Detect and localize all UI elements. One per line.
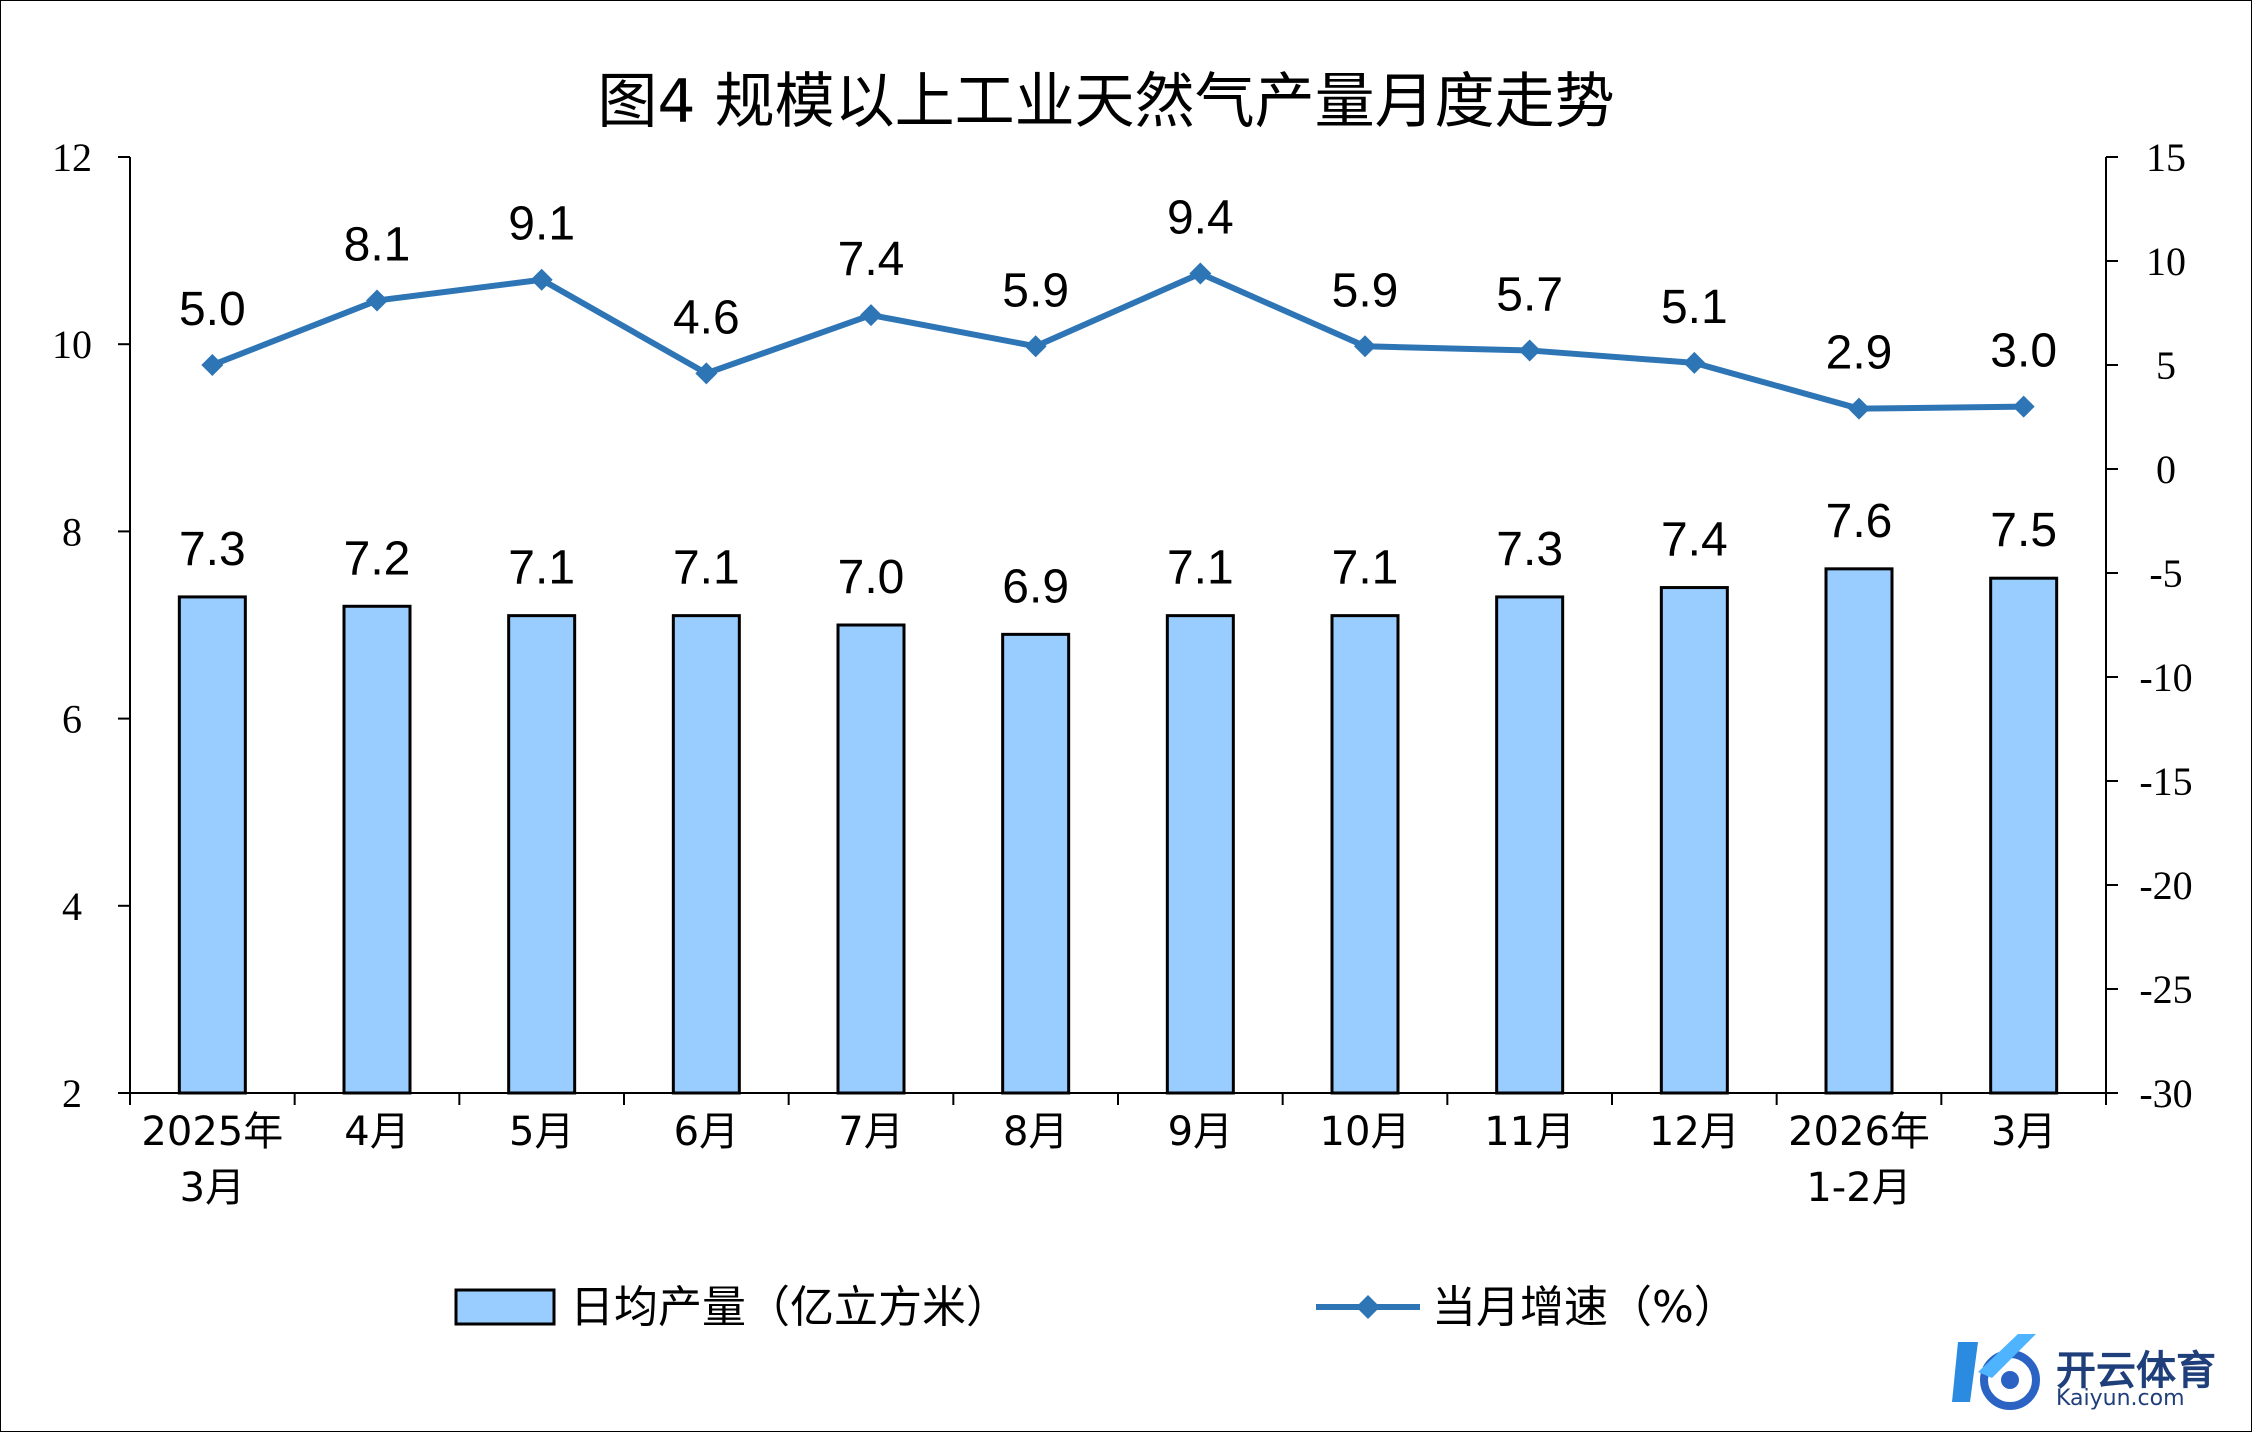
watermark-text: 开云体育: [2056, 1348, 2216, 1394]
right-tick-label: -30: [2139, 1071, 2192, 1116]
right-tick-label: 15: [2146, 135, 2186, 180]
x-tick-label: 4月: [344, 1109, 409, 1155]
line-point: [1518, 339, 1541, 362]
legend-line-marker: [1356, 1295, 1380, 1319]
bar-value-label: 7.1: [1167, 542, 1234, 595]
right-tick-label: 10: [2146, 239, 2186, 284]
right-tick-label: -10: [2139, 655, 2192, 700]
line-value-label: 9.4: [1167, 191, 1234, 244]
bar-value-label: 7.1: [673, 542, 740, 595]
bar: [1330, 614, 1400, 1095]
bar-value-label: 7.0: [838, 551, 905, 604]
x-tick-label: 2026年: [1788, 1109, 1930, 1155]
line-value-label: 8.1: [344, 219, 411, 272]
data-labels: 7.3 7.2 7.1 7.1 7.0 6.9 7.1 7.1 7.3 7.4 7.6 7.5 5.0 8…: [179, 191, 2057, 613]
line-point: [1189, 262, 1212, 285]
bar-value-label: 7.3: [179, 523, 246, 576]
right-tick-label: -25: [2139, 967, 2192, 1012]
line-point: [1024, 335, 1047, 358]
bar: [1165, 614, 1235, 1095]
line-value-label: 7.4: [838, 233, 905, 286]
line-value-label: 5.0: [179, 283, 246, 336]
line-series: [201, 262, 2035, 420]
bar-value-label: 7.3: [1496, 523, 1563, 576]
watermark-sub: Kaiyun.com: [2056, 1386, 2185, 1411]
chart-title: 图4 规模以上工业天然气产量月度走势: [597, 67, 1614, 137]
x-tick-label: 7月: [838, 1109, 903, 1155]
left-tick-label: 4: [62, 884, 82, 929]
left-tick-label: 6: [62, 697, 82, 742]
x-tick-label: 2025年: [141, 1109, 283, 1155]
line-point: [1683, 351, 1706, 374]
line-value-label: 5.9: [1002, 264, 1069, 317]
right-tick-label: 0: [2156, 447, 2176, 492]
x-tick-label: 3月: [1991, 1109, 2056, 1155]
line-point: [1354, 335, 1376, 358]
x-tick-label: 9月: [1168, 1109, 1233, 1155]
x-tick-label: 5月: [509, 1109, 574, 1155]
bar: [1659, 586, 1729, 1095]
chart-axes: 2 4 6 8 10 12 -30 -25 -20 -15 -10 -5 0 5 10 15 2025年 3月 4月…: [52, 135, 2193, 1211]
legend: 日均产量（亿立方米） 当月增速（%）: [454, 1282, 1738, 1333]
left-tick-label: 8: [62, 509, 82, 554]
line-point: [366, 289, 388, 312]
line-point: [695, 362, 718, 385]
bar-value-label: 6.9: [1002, 560, 1069, 613]
x-tick-label: 10月: [1320, 1109, 1411, 1155]
line-value-label: 5.9: [1332, 264, 1399, 317]
bar-series: [177, 567, 2059, 1095]
x-tick-label: 8月: [1003, 1109, 1068, 1155]
line-value-label: 4.6: [673, 291, 740, 344]
bar: [836, 623, 906, 1095]
right-tick-label: -20: [2139, 863, 2192, 908]
left-tick-label: 12: [52, 135, 92, 180]
line-value-label: 5.1: [1661, 281, 1728, 334]
left-tick-label: 2: [62, 1071, 82, 1116]
x-tick-label: 1-2月: [1806, 1165, 1911, 1211]
legend-line-label: 当月增速（%）: [1432, 1282, 1738, 1333]
line-value-label: 5.7: [1496, 268, 1563, 321]
line-point: [860, 304, 882, 327]
kaiyun-logo-icon: [1952, 1334, 2040, 1410]
bar: [1495, 595, 1565, 1095]
bar: [671, 614, 741, 1095]
watermark-logo: 开云体育 Kaiyun.com: [1938, 1316, 2238, 1426]
bar-value-label: 7.4: [1661, 514, 1728, 567]
growth-line: [211, 270, 2024, 412]
x-tick-label: 3月: [180, 1165, 245, 1211]
bar-value-label: 7.6: [1826, 495, 1893, 548]
legend-bar-swatch: [454, 1288, 556, 1326]
bar: [1001, 632, 1071, 1095]
bar: [177, 595, 247, 1095]
line-point: [2012, 395, 2035, 418]
bar-value-label: 7.5: [1990, 504, 2057, 557]
left-tick-label: 10: [52, 322, 92, 367]
line-value-label: 2.9: [1826, 327, 1893, 380]
bar-value-label: 7.2: [344, 532, 411, 585]
x-tick-label: 12月: [1649, 1109, 1740, 1155]
legend-bar-label: 日均产量（亿立方米）: [570, 1282, 1010, 1333]
bar: [1989, 576, 2059, 1095]
line-point: [530, 268, 553, 291]
line-point: [201, 354, 224, 376]
right-tick-label: -15: [2139, 759, 2192, 804]
right-tick-label: -5: [2149, 551, 2182, 596]
line-value-label: 3.0: [1990, 325, 2057, 378]
line-value-label: 9.1: [508, 198, 575, 251]
line-point: [1848, 397, 1870, 420]
bar: [507, 614, 577, 1095]
bar: [342, 604, 412, 1095]
bar-value-label: 7.1: [1332, 542, 1399, 595]
right-tick-label: 5: [2156, 343, 2176, 388]
x-tick-label: 11月: [1484, 1109, 1575, 1155]
x-tick-label: 6月: [674, 1109, 739, 1155]
bar: [1824, 567, 1894, 1095]
bar-value-label: 7.1: [508, 542, 575, 595]
